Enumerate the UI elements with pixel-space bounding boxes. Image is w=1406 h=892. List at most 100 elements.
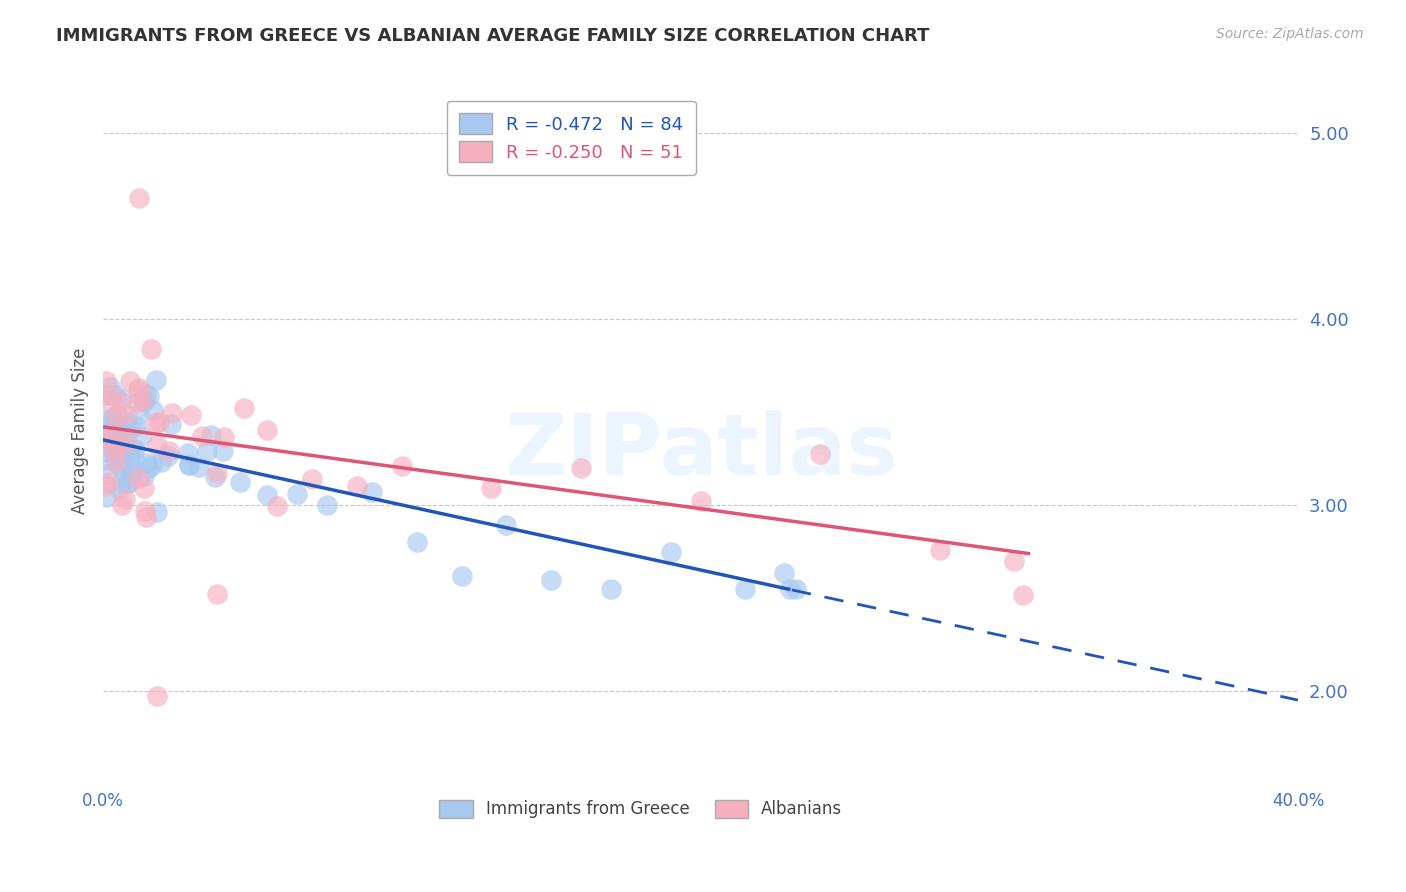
Point bbox=[1002, 554, 1025, 568]
Point bbox=[127, 383, 149, 397]
Point bbox=[204, 469, 226, 483]
Point bbox=[127, 471, 149, 485]
Point bbox=[145, 416, 167, 430]
Point bbox=[540, 573, 562, 587]
Point bbox=[108, 458, 131, 472]
Point bbox=[118, 421, 141, 435]
Point bbox=[135, 387, 157, 401]
Point bbox=[146, 438, 169, 452]
Point bbox=[928, 543, 950, 558]
Point bbox=[115, 429, 138, 443]
Point bbox=[495, 517, 517, 532]
Point bbox=[145, 373, 167, 387]
Point bbox=[177, 458, 200, 472]
Point bbox=[105, 409, 128, 423]
Legend: Immigrants from Greece, Albanians: Immigrants from Greece, Albanians bbox=[433, 793, 849, 825]
Point bbox=[115, 435, 138, 450]
Point bbox=[159, 443, 181, 458]
Point bbox=[98, 394, 121, 409]
Point bbox=[114, 422, 136, 436]
Point bbox=[177, 446, 200, 460]
Point bbox=[114, 417, 136, 431]
Point bbox=[346, 479, 368, 493]
Point bbox=[212, 430, 235, 444]
Point bbox=[135, 509, 157, 524]
Point bbox=[94, 427, 117, 442]
Point bbox=[316, 498, 339, 512]
Point bbox=[256, 488, 278, 502]
Point bbox=[205, 587, 228, 601]
Point bbox=[104, 450, 127, 465]
Text: ZIPatlas: ZIPatlas bbox=[503, 410, 897, 493]
Point bbox=[114, 465, 136, 479]
Point bbox=[391, 459, 413, 474]
Point bbox=[136, 456, 159, 470]
Point bbox=[1012, 588, 1035, 602]
Point bbox=[112, 441, 135, 455]
Point bbox=[301, 472, 323, 486]
Point bbox=[150, 454, 173, 468]
Point bbox=[100, 388, 122, 402]
Point bbox=[110, 433, 132, 447]
Point bbox=[94, 445, 117, 459]
Point bbox=[600, 582, 623, 596]
Point bbox=[481, 481, 503, 495]
Point bbox=[146, 690, 169, 704]
Point bbox=[94, 490, 117, 504]
Point bbox=[131, 429, 153, 443]
Point bbox=[108, 482, 131, 496]
Text: IMMIGRANTS FROM GREECE VS ALBANIAN AVERAGE FAMILY SIZE CORRELATION CHART: IMMIGRANTS FROM GREECE VS ALBANIAN AVERA… bbox=[56, 27, 929, 45]
Point bbox=[120, 467, 142, 481]
Point bbox=[405, 535, 427, 549]
Point bbox=[104, 409, 127, 424]
Point bbox=[111, 498, 134, 512]
Point bbox=[141, 458, 163, 472]
Point bbox=[108, 437, 131, 451]
Point bbox=[659, 544, 682, 558]
Point bbox=[205, 466, 228, 480]
Point bbox=[96, 475, 118, 489]
Point bbox=[103, 445, 125, 459]
Point bbox=[112, 427, 135, 442]
Point bbox=[111, 446, 134, 460]
Point bbox=[779, 582, 801, 596]
Point bbox=[134, 504, 156, 518]
Point bbox=[229, 475, 252, 489]
Y-axis label: Average Family Size: Average Family Size bbox=[72, 347, 89, 514]
Point bbox=[266, 499, 288, 513]
Point bbox=[101, 410, 124, 425]
Point bbox=[734, 582, 756, 596]
Point bbox=[98, 380, 121, 394]
Point bbox=[114, 414, 136, 428]
Point bbox=[146, 505, 169, 519]
Point bbox=[104, 388, 127, 402]
Point bbox=[160, 406, 183, 420]
Point bbox=[94, 388, 117, 402]
Point bbox=[122, 450, 145, 465]
Point bbox=[285, 486, 308, 500]
Point bbox=[132, 482, 155, 496]
Point bbox=[188, 459, 211, 474]
Point bbox=[114, 491, 136, 506]
Point bbox=[117, 476, 139, 491]
Point bbox=[233, 401, 256, 415]
Point bbox=[103, 441, 125, 455]
Point bbox=[107, 425, 129, 439]
Point bbox=[256, 423, 278, 437]
Point bbox=[100, 417, 122, 432]
Point bbox=[121, 468, 143, 483]
Point bbox=[128, 408, 150, 422]
Point bbox=[191, 428, 214, 442]
Point bbox=[94, 479, 117, 493]
Point bbox=[125, 419, 148, 434]
Point bbox=[200, 428, 222, 442]
Point bbox=[450, 569, 472, 583]
Point bbox=[138, 460, 160, 475]
Point bbox=[117, 475, 139, 490]
Point bbox=[107, 440, 129, 454]
Point bbox=[128, 191, 150, 205]
Point bbox=[785, 582, 807, 596]
Point bbox=[128, 380, 150, 394]
Point bbox=[94, 413, 117, 427]
Point bbox=[118, 448, 141, 462]
